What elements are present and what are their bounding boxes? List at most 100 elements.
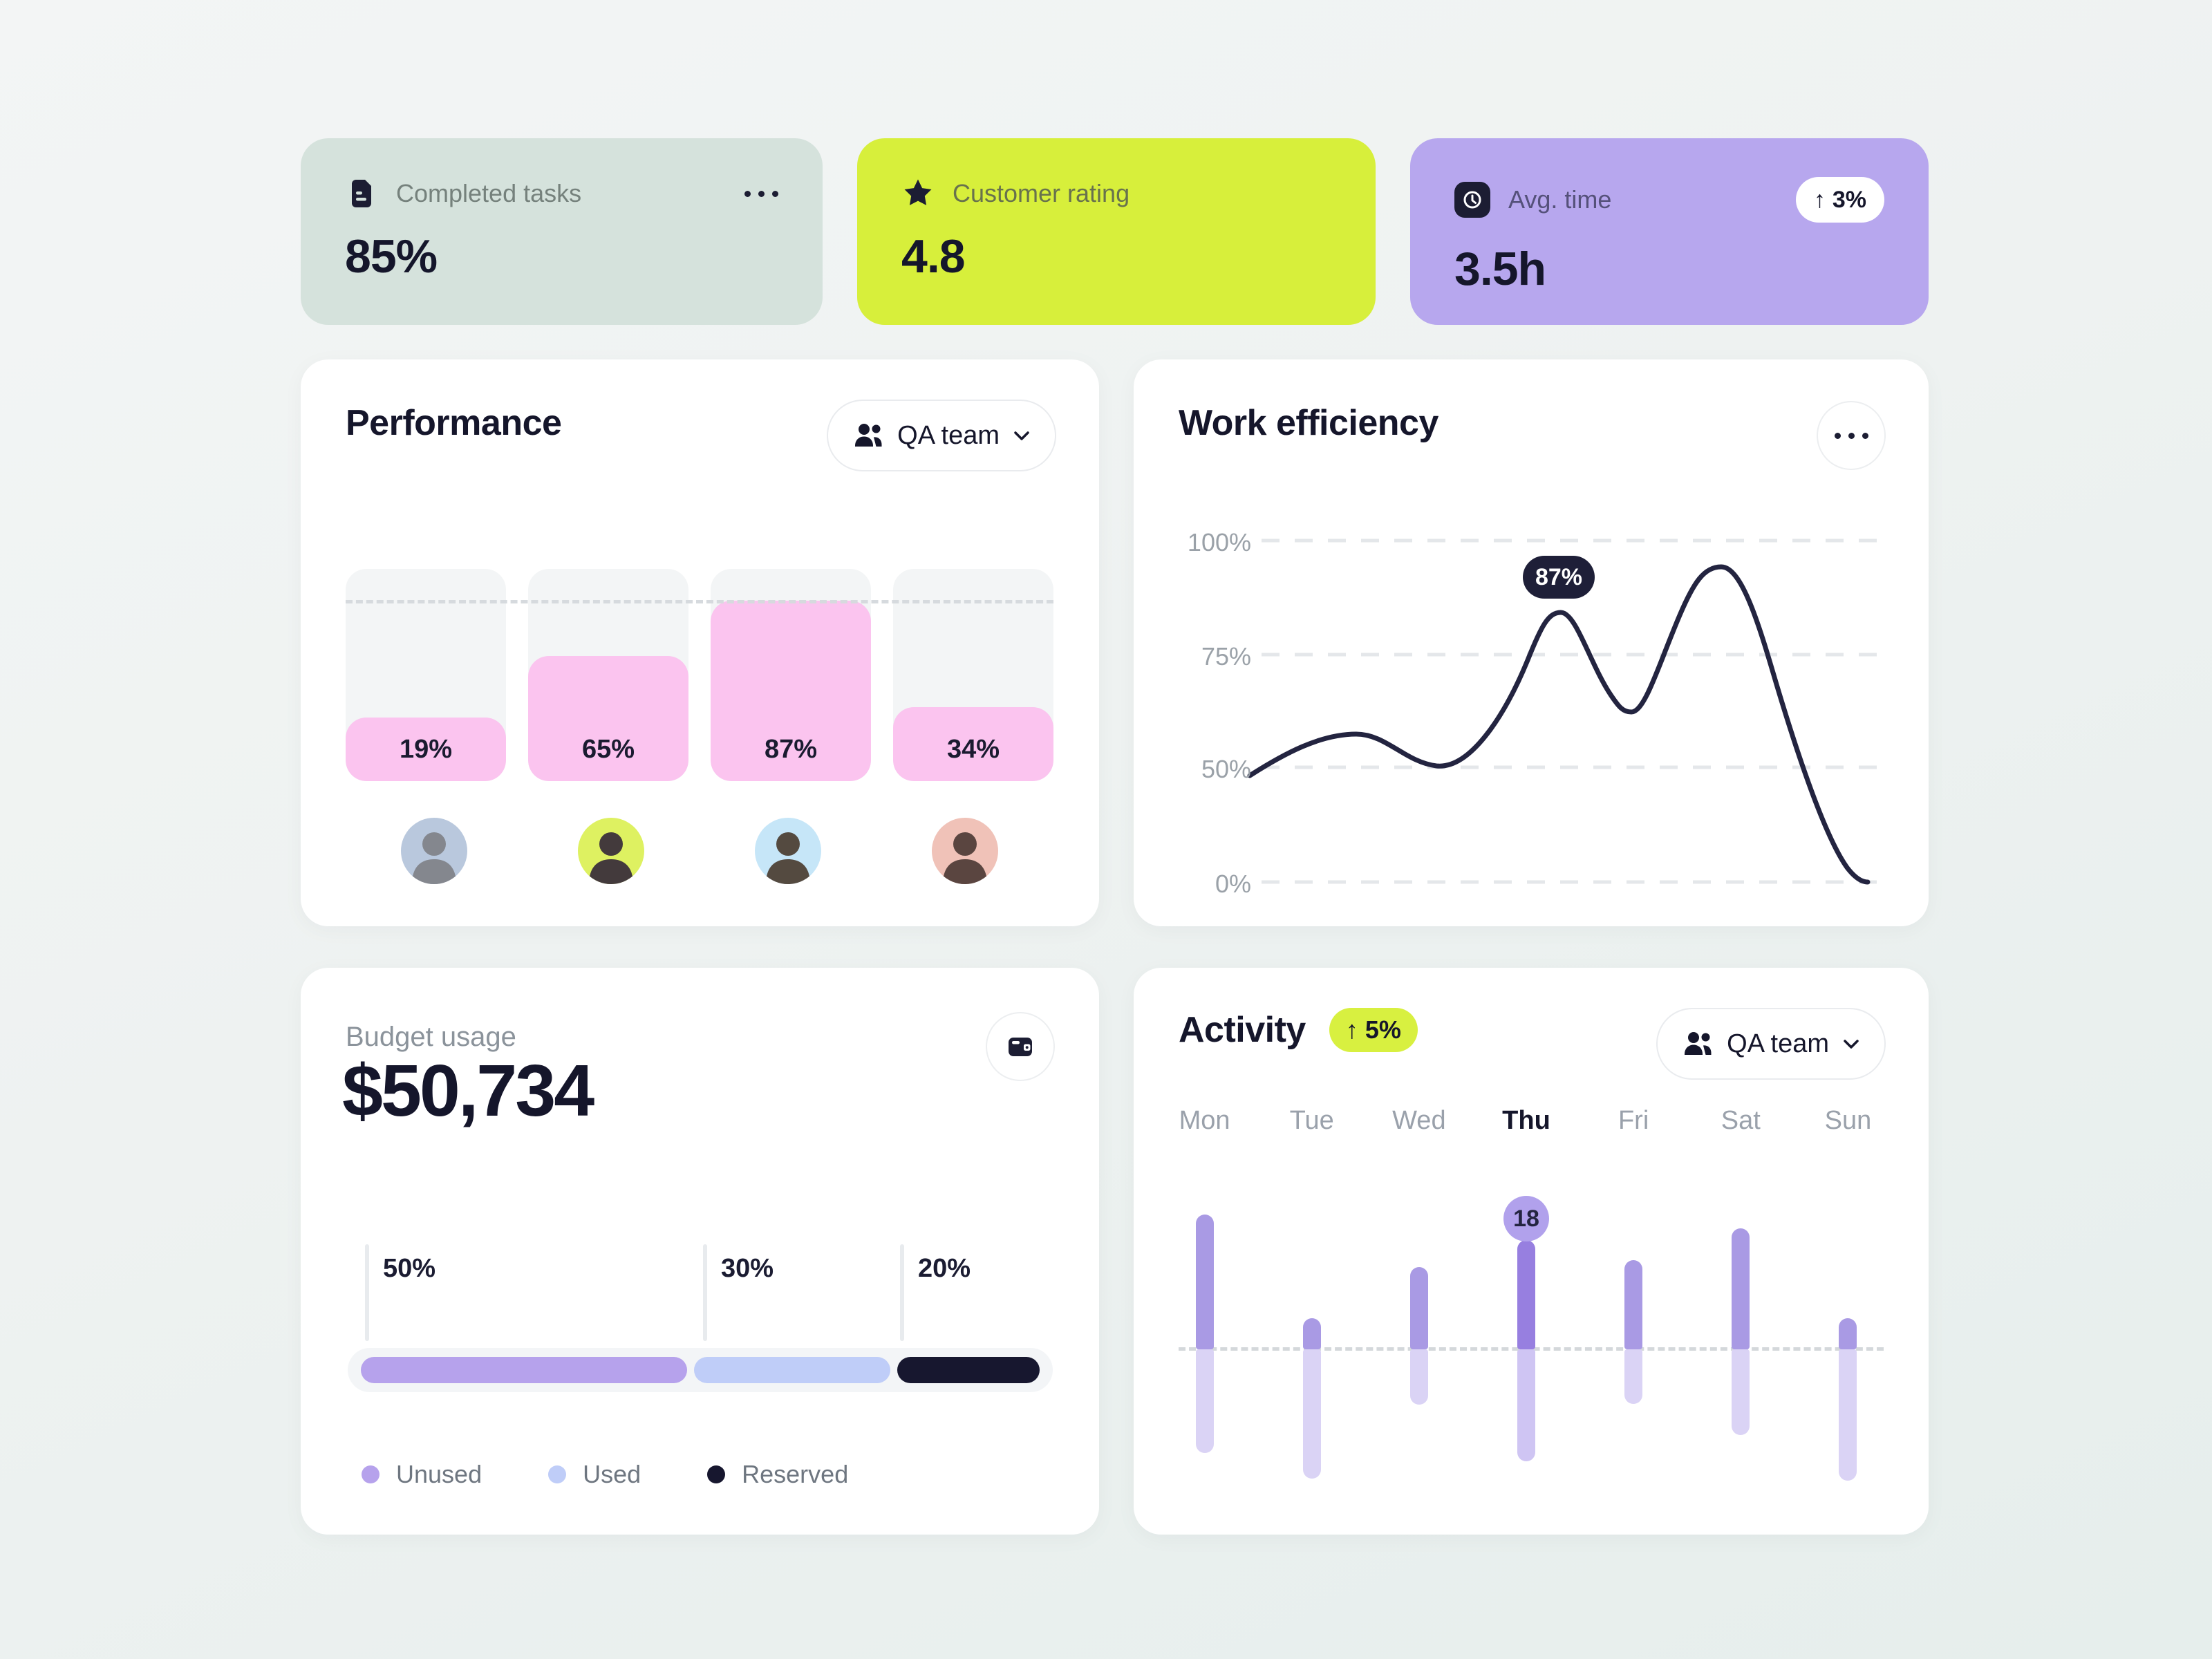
segment-tick [900,1244,904,1341]
bar-track: 65% [528,569,688,781]
legend-dot [362,1465,379,1483]
budget-usage-card: Budget usage $50,734 50% 30% 20% Unused … [301,968,1099,1535]
segment-tick [365,1244,369,1341]
team-selector-label: QA team [897,420,1000,450]
segment-used [694,1357,890,1383]
legend-item: Used [548,1460,641,1489]
segment-tick [703,1244,707,1341]
avatar [401,818,467,884]
efficiency-curve [1247,564,1871,885]
stat-label: Avg. time [1508,185,1612,214]
stat-card-avg-time: Avg. time ↑ 3% 3.5h [1410,138,1929,325]
more-options-button[interactable] [1817,401,1886,470]
bar-track: 87% [711,569,871,781]
stat-label: Customer rating [953,179,1130,207]
trend-badge-value: 5% [1365,1015,1401,1044]
performance-card: Performance QA team 19% 65% 87% 34% [301,359,1099,926]
legend: Unused Used Reserved [362,1460,848,1489]
bar-value-label: 19% [399,735,453,764]
legend-dot [707,1465,726,1483]
activity-bar-wed [1365,1175,1472,1514]
ellipsis-menu-icon[interactable] [744,190,778,197]
team-selector-label: QA team [1727,1029,1829,1058]
legend-item: Reserved [707,1460,848,1489]
bar-member-2 [528,655,688,781]
bar-value-label: 34% [946,735,1000,764]
clock-icon [1454,182,1490,218]
stacked-progress-bar [348,1348,1053,1392]
data-point-badge: 87% [1523,556,1595,599]
activity-bar-thu-highlighted: 18 [1472,1175,1580,1514]
arrow-up-icon: ↑ [1345,1015,1358,1044]
stat-value: 3.5h [1454,243,1546,295]
wallet-button[interactable] [986,1012,1055,1081]
team-selector-dropdown[interactable]: QA team [827,400,1056,471]
trend-badge: ↑ 5% [1329,1008,1418,1052]
activity-bar-tue [1258,1175,1365,1514]
legend-label: Used [583,1460,641,1488]
segment-pct-label: 30% [721,1254,774,1283]
avatar [755,818,821,884]
day-label-wed[interactable]: Wed [1392,1106,1446,1135]
segment-unused [361,1357,687,1383]
bar-member-1 [346,717,506,781]
day-label-thu-active[interactable]: Thu [1502,1106,1550,1135]
page-title-work-efficiency: Work efficiency [1179,403,1438,443]
highlight-value-badge: 18 [1503,1196,1549,1241]
star-icon [901,177,935,210]
stat-label: Completed tasks [396,179,582,207]
stat-card-customer-rating: Customer rating 4.8 [857,138,1376,325]
segment-reserved [897,1357,1040,1383]
trend-badge: ↑ 3% [1795,177,1884,223]
people-icon [1683,1029,1713,1059]
day-label-mon[interactable]: Mon [1179,1106,1230,1135]
ellipsis-menu-icon [1834,432,1868,439]
legend-dot [548,1465,567,1483]
page-title-performance: Performance [346,403,562,443]
segment-pct-label: 50% [383,1254,436,1283]
team-selector-dropdown[interactable]: QA team [1656,1008,1886,1080]
bar-value-label: 65% [581,735,635,764]
document-icon [345,177,378,210]
wallet-icon [1006,1032,1035,1061]
y-axis-label: 50% [1201,755,1251,783]
legend-item: Unused [362,1460,482,1489]
y-axis-label: 100% [1187,528,1251,556]
people-icon [853,420,883,451]
work-efficiency-card: Work efficiency 100% 75% 50% 0% 87% [1134,359,1929,926]
y-axis-label: 0% [1215,870,1251,898]
y-axis-label: 75% [1201,642,1251,671]
stat-card-completed-tasks: Completed tasks 85% [301,138,823,325]
avatar-row [346,818,1053,884]
bar-track: 34% [893,569,1053,781]
activity-bar-mon [1151,1175,1258,1514]
page-title-activity: Activity [1179,1010,1306,1050]
chevron-down-icon [1843,1039,1859,1049]
activity-bar-fri [1580,1175,1687,1514]
segment-pct-label: 20% [918,1254,971,1283]
arrow-up-icon: ↑ [1813,186,1826,213]
activity-card: Activity ↑ 5% QA team Mon Tue Wed Thu Fr… [1134,968,1929,1535]
avatar [578,818,644,884]
performance-bar-chart: 19% 65% 87% 34% [346,569,1053,781]
weekday-row: Mon Tue Wed Thu Fri Sat Sun [1151,1106,1902,1136]
budget-title: Budget usage [346,1022,516,1052]
legend-label: Reserved [742,1460,849,1488]
activity-lollipop-chart: 18 [1151,1175,1902,1514]
chevron-down-icon [1013,431,1030,441]
day-label-sat[interactable]: Sat [1721,1106,1761,1135]
bar-value-label: 87% [764,735,818,764]
activity-bar-sun [1794,1175,1902,1514]
budget-amount: $50,734 [342,1050,594,1132]
day-label-fri[interactable]: Fri [1618,1106,1649,1135]
bar-member-4 [893,706,1053,781]
avatar [932,818,998,884]
reference-dashed-line [346,600,1053,603]
trend-badge-value: 3% [1832,186,1866,213]
bar-track: 19% [346,569,506,781]
stat-value: 85% [345,230,438,283]
bar-member-3 [711,601,871,781]
legend-label: Unused [396,1460,482,1488]
day-label-tue[interactable]: Tue [1289,1106,1334,1135]
day-label-sun[interactable]: Sun [1824,1106,1872,1135]
